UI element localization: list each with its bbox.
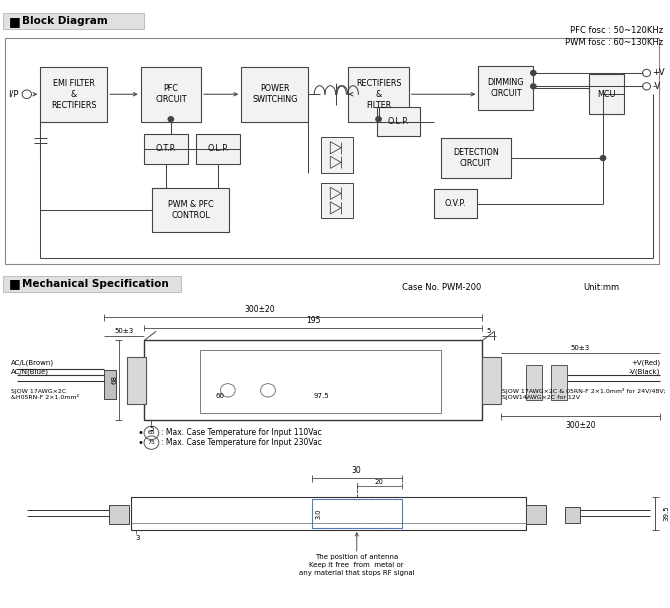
Circle shape — [376, 117, 381, 122]
Text: Case No. PWM-200: Case No. PWM-200 — [402, 283, 481, 292]
Circle shape — [600, 156, 606, 161]
Text: ■: ■ — [9, 15, 21, 28]
Text: O.T.P.: O.T.P. — [156, 145, 176, 153]
Text: 300±20: 300±20 — [565, 421, 596, 430]
Text: +V(Red): +V(Red) — [631, 360, 660, 366]
FancyBboxPatch shape — [3, 13, 144, 29]
Text: RECTIFIERS
&
FILTER: RECTIFIERS & FILTER — [356, 78, 401, 110]
Text: ■: ■ — [9, 277, 21, 291]
Text: AC/L(Brown): AC/L(Brown) — [11, 360, 54, 366]
Text: Unit:mm: Unit:mm — [583, 283, 619, 292]
Text: PFC fosc : 50~120KHz
PWM fosc : 60~130KHz: PFC fosc : 50~120KHz PWM fosc : 60~130KH… — [565, 26, 663, 47]
Text: MCU: MCU — [597, 90, 616, 98]
Text: 50±3: 50±3 — [571, 345, 590, 351]
Text: +V: +V — [653, 69, 665, 77]
Text: PFC
CIRCUIT: PFC CIRCUIT — [155, 84, 187, 105]
Text: AC/N(Blue): AC/N(Blue) — [11, 369, 49, 375]
Text: 97.5: 97.5 — [314, 393, 330, 399]
FancyBboxPatch shape — [526, 365, 542, 400]
Text: Mechanical Specification: Mechanical Specification — [22, 279, 169, 289]
FancyBboxPatch shape — [551, 365, 567, 400]
FancyBboxPatch shape — [565, 507, 580, 523]
Circle shape — [531, 84, 536, 89]
Text: DETECTION
CIRCUIT: DETECTION CIRCUIT — [453, 148, 498, 168]
Text: : Max. Case Temperature for Input 230Vac: : Max. Case Temperature for Input 230Vac — [161, 438, 322, 447]
Circle shape — [531, 71, 536, 75]
FancyBboxPatch shape — [478, 66, 533, 110]
FancyBboxPatch shape — [321, 137, 353, 173]
Text: 30: 30 — [352, 466, 362, 475]
Text: Block Diagram: Block Diagram — [22, 16, 108, 26]
FancyBboxPatch shape — [348, 67, 409, 122]
FancyBboxPatch shape — [482, 357, 501, 404]
FancyBboxPatch shape — [40, 67, 107, 122]
Text: •: • — [138, 428, 143, 438]
FancyBboxPatch shape — [109, 505, 129, 524]
Text: 5: 5 — [150, 426, 154, 432]
FancyBboxPatch shape — [141, 67, 201, 122]
Text: : Max. Case Temperature for Input 110Vac: : Max. Case Temperature for Input 110Vac — [161, 429, 322, 437]
Text: 60: 60 — [215, 393, 224, 399]
FancyBboxPatch shape — [434, 189, 478, 218]
FancyBboxPatch shape — [3, 276, 181, 292]
FancyBboxPatch shape — [104, 370, 116, 399]
Text: O.L.P.: O.L.P. — [207, 145, 228, 153]
Text: POWER
SWITCHING: POWER SWITCHING — [252, 84, 297, 105]
Text: SJOW 17AWG×2C
&H05RN-F 2×1.0mm²: SJOW 17AWG×2C &H05RN-F 2×1.0mm² — [11, 389, 78, 400]
Text: 65: 65 — [147, 430, 155, 435]
FancyBboxPatch shape — [589, 75, 624, 114]
FancyBboxPatch shape — [377, 107, 421, 136]
FancyBboxPatch shape — [321, 183, 353, 218]
Text: 39.5: 39.5 — [663, 506, 669, 521]
Text: •: • — [138, 438, 143, 447]
Text: PWM & PFC
CONTROL: PWM & PFC CONTROL — [168, 199, 214, 220]
Text: DIMMING
CIRCUIT: DIMMING CIRCUIT — [488, 78, 524, 98]
Text: 3.0: 3.0 — [316, 508, 322, 519]
FancyBboxPatch shape — [441, 139, 511, 178]
Text: The position of antenna
Keep it free  from  metal or
any material that stops RF : The position of antenna Keep it free fro… — [299, 554, 415, 576]
Text: I/P: I/P — [8, 90, 19, 98]
Text: 5: 5 — [487, 328, 491, 334]
FancyBboxPatch shape — [152, 188, 229, 232]
Text: 3: 3 — [135, 535, 139, 541]
Text: O.L.P.: O.L.P. — [388, 117, 409, 126]
Text: 195: 195 — [306, 316, 320, 325]
Text: 20: 20 — [375, 478, 384, 485]
Text: 68: 68 — [111, 376, 117, 384]
Text: EMI FILTER
&
RECTIFIERS: EMI FILTER & RECTIFIERS — [51, 78, 96, 110]
Text: 300±20: 300±20 — [245, 305, 275, 314]
FancyBboxPatch shape — [196, 134, 240, 164]
FancyBboxPatch shape — [127, 357, 146, 404]
Text: 50±3: 50±3 — [115, 328, 133, 334]
Text: -V: -V — [653, 82, 661, 91]
FancyBboxPatch shape — [145, 134, 188, 164]
Text: SJOW 17AWG×2C & 05RN-F 2×1.0mm² for 24V/48V;
SJOW14AWG×2C for 12V: SJOW 17AWG×2C & 05RN-F 2×1.0mm² for 24V/… — [502, 388, 666, 400]
Circle shape — [168, 117, 174, 122]
Text: O.V.P.: O.V.P. — [445, 199, 466, 208]
FancyBboxPatch shape — [241, 67, 308, 122]
Text: -V(Black): -V(Black) — [628, 369, 660, 375]
Text: 75: 75 — [147, 440, 155, 445]
FancyBboxPatch shape — [526, 505, 546, 524]
